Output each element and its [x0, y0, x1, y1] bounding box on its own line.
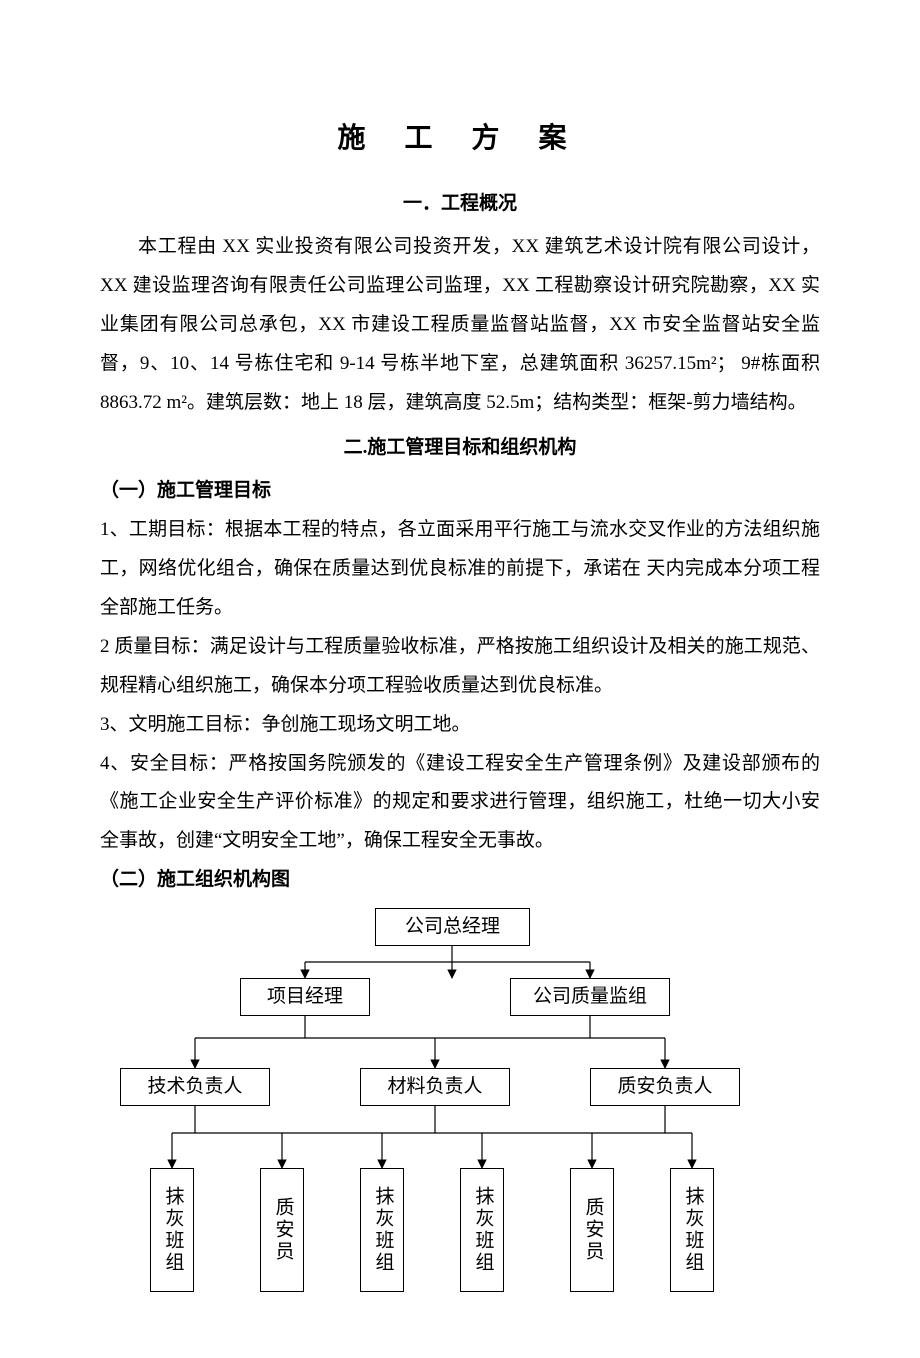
org-node-l4f: 抹灰班组 — [670, 1168, 714, 1292]
org-node-l4b: 质安员 — [260, 1168, 304, 1292]
org-chart: 公司总经理 项目经理 公司质量监组 技术负责人 材料负责人 质安负责人 抹灰班组… — [100, 908, 820, 1298]
org-node-l4d: 抹灰班组 — [460, 1168, 504, 1292]
subsection-2-1: （一）施工管理目标 — [100, 472, 820, 511]
item-4: 4、安全目标：严格按国务院颁发的《建设工程安全生产管理条例》及建设部颁布的《施工… — [100, 745, 820, 862]
item-1: 1、工期目标：根据本工程的特点，各立面采用平行施工与流水交叉作业的方法组织施工，… — [100, 511, 820, 628]
paragraph-overview: 本工程由 XX 实业投资有限公司投资开发，XX 建筑艺术设计院有限公司设计，XX… — [100, 228, 820, 423]
org-node-l2b: 公司质量监组 — [510, 978, 670, 1016]
section2-title: 二.施工管理目标和组织机构 — [100, 429, 820, 468]
org-node-l3a: 技术负责人 — [120, 1068, 270, 1106]
org-node-l3c: 质安负责人 — [590, 1068, 740, 1106]
org-node-l4a: 抹灰班组 — [150, 1168, 194, 1292]
section1-title: 一．工程概况 — [100, 185, 820, 224]
doc-title: 施 工 方 案 — [100, 110, 820, 167]
org-node-l2a: 项目经理 — [240, 978, 370, 1016]
document-page: 施 工 方 案 一．工程概况 本工程由 XX 实业投资有限公司投资开发，XX 建… — [0, 0, 920, 1358]
org-node-l4e: 质安员 — [570, 1168, 614, 1292]
org-node-l3b: 材料负责人 — [360, 1068, 510, 1106]
subsection-2-2: （二）施工组织机构图 — [100, 861, 820, 900]
item-2: 2 质量目标：满足设计与工程质量验收标准，严格按施工组织设计及相关的施工规范、规… — [100, 628, 820, 706]
org-node-l4c: 抹灰班组 — [360, 1168, 404, 1292]
item-3: 3、文明施工目标：争创施工现场文明工地。 — [100, 706, 820, 745]
org-node-top: 公司总经理 — [375, 908, 530, 946]
